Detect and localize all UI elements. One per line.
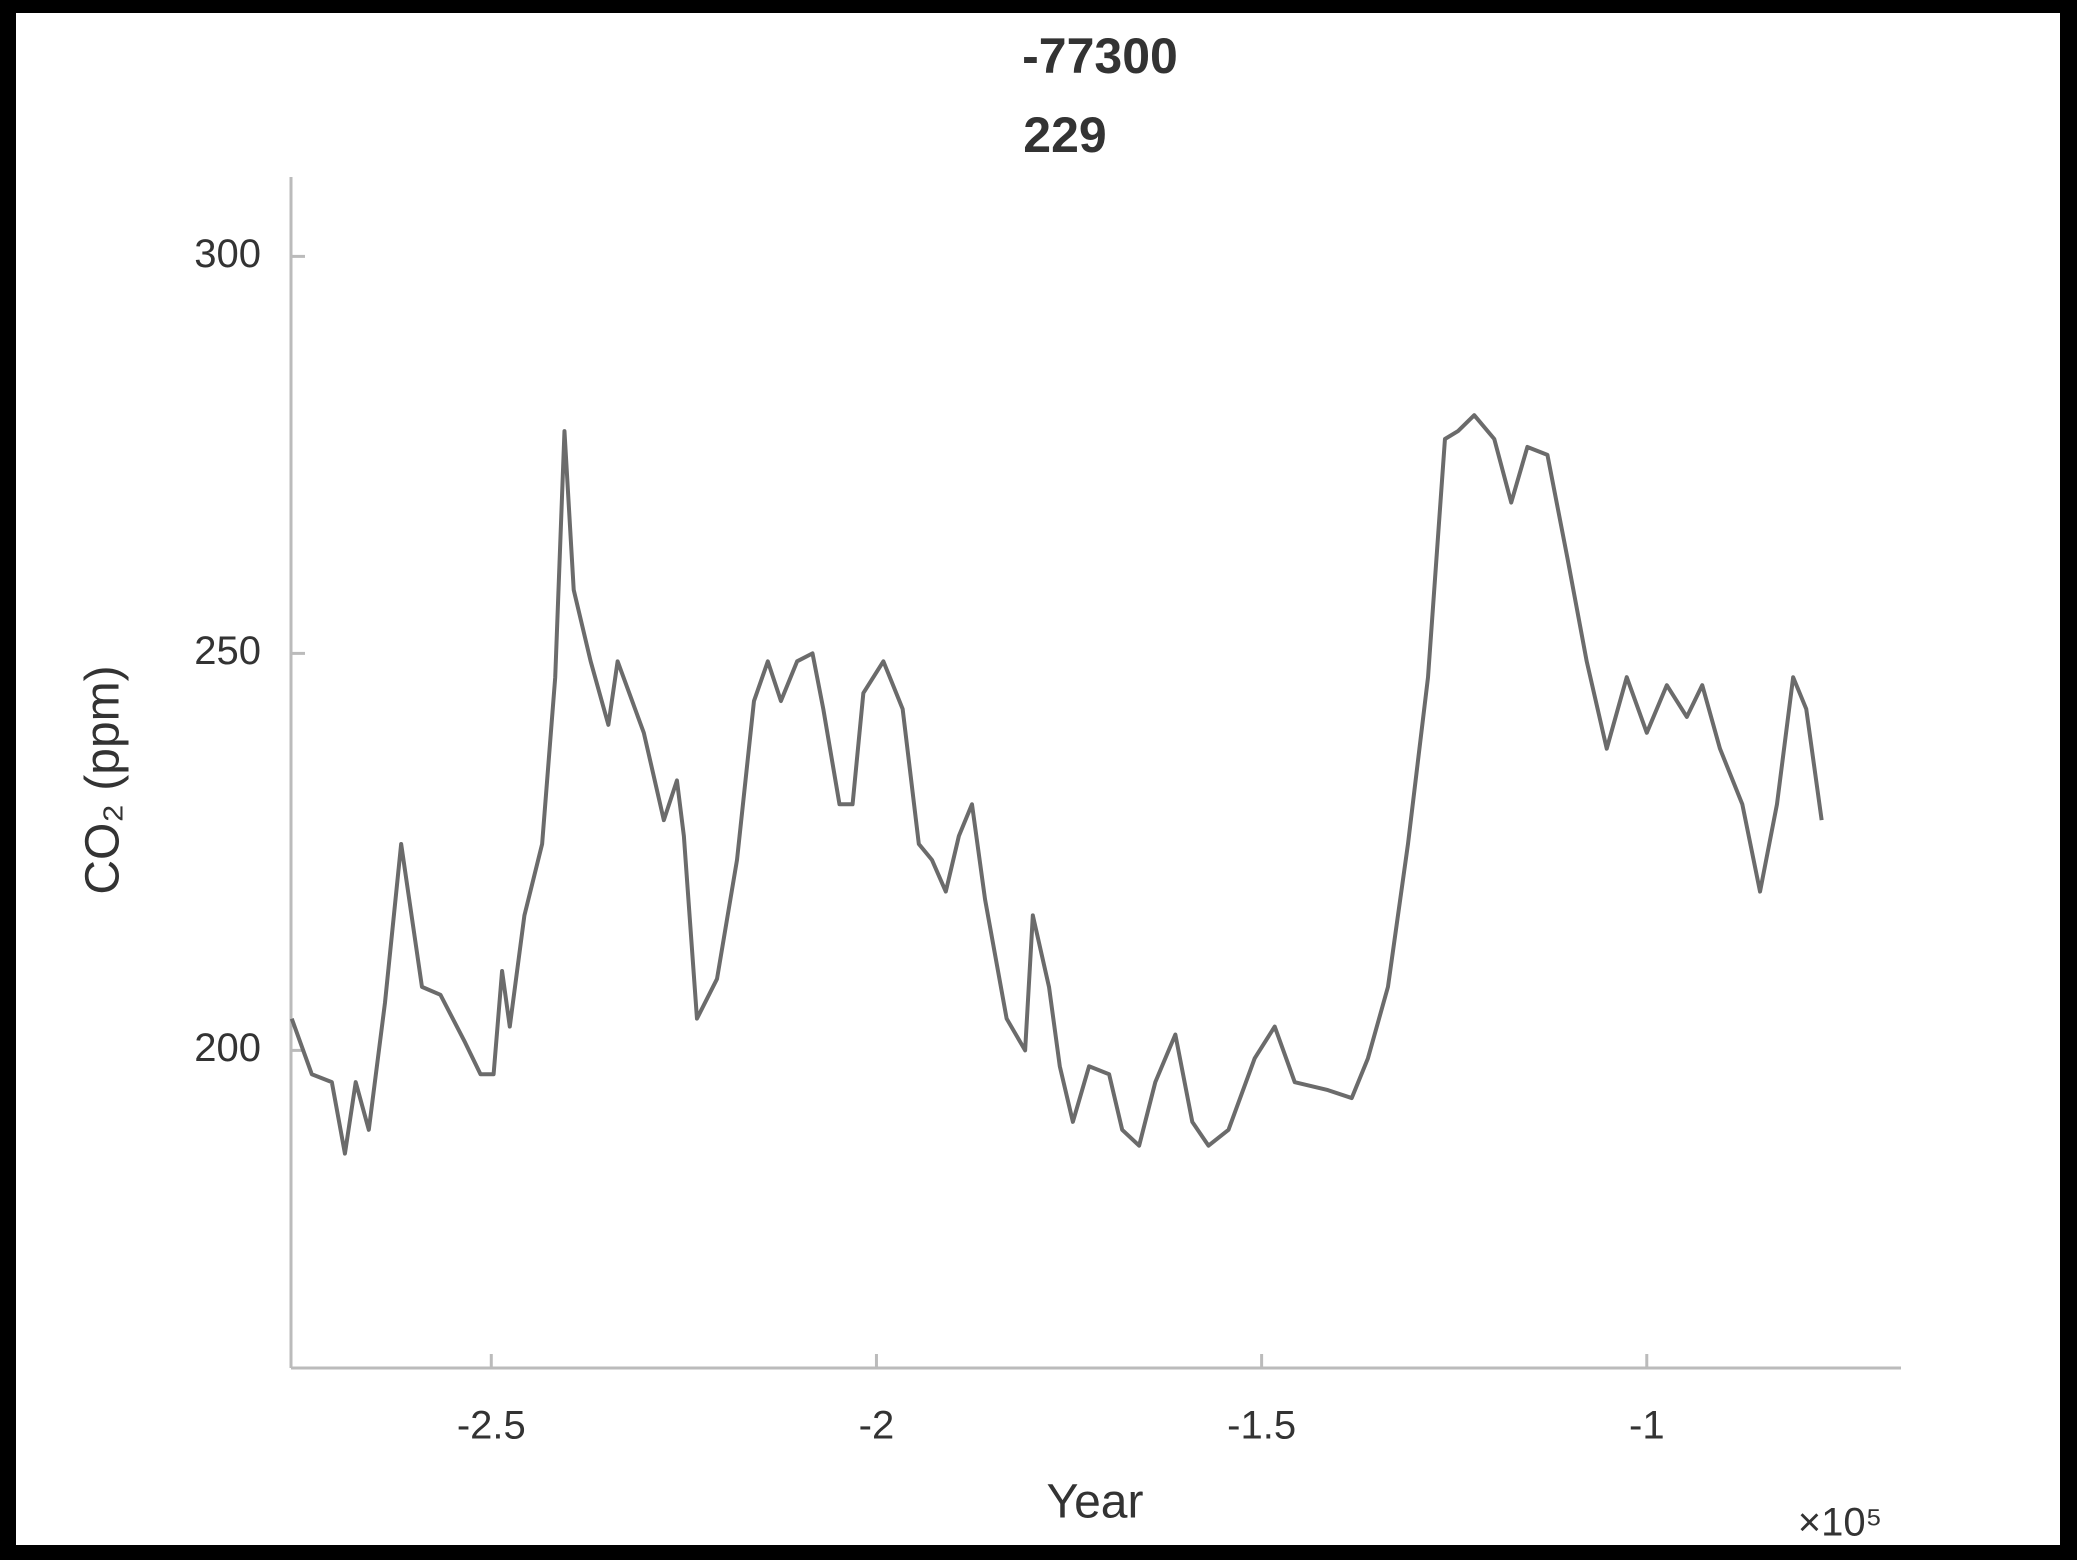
y-tick-label: 250 <box>194 629 261 673</box>
chart-subtitle: 229 <box>1023 107 1106 163</box>
y-tick-label: 300 <box>194 232 261 276</box>
x-axis-label: Year <box>1047 1476 1144 1529</box>
x-tick-label: -2.5 <box>457 1404 526 1448</box>
y-tick-label: 200 <box>194 1026 261 1070</box>
x-tick-label: -1.5 <box>1227 1404 1296 1448</box>
x-tick-label: -2 <box>859 1404 895 1448</box>
x-multiplier: ×10⁵ <box>1798 1501 1882 1545</box>
plot-background <box>16 13 2060 1545</box>
y-axis-label: CO₂ (ppm) <box>77 665 130 894</box>
chart-title: -77300 <box>1022 28 1178 84</box>
data-line <box>289 413 1824 1156</box>
x-tick-label: -1 <box>1629 1404 1665 1448</box>
